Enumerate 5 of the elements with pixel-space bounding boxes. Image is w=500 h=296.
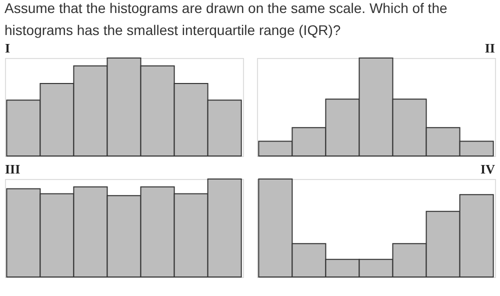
chart-title: II — [484, 40, 495, 56]
chart-title: III — [5, 162, 20, 176]
text: Assume that the histograms are drawn on the same scale. Which of the histograms has the smallest interquartile range (IQR)? — [4, 0, 448, 38]
chart-title: IV — [480, 162, 496, 176]
chart-title: I — [5, 40, 10, 56]
